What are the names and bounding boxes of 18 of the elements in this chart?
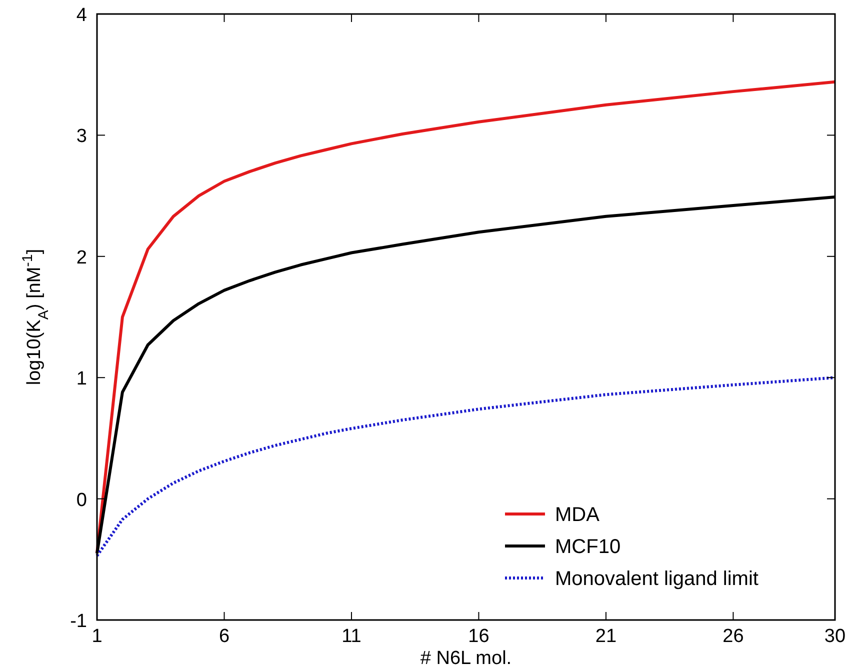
x-tick-label: 1 bbox=[92, 626, 102, 647]
line-series bbox=[96, 80, 836, 555]
legend-label: MDA bbox=[555, 504, 600, 526]
y-tick-label: -1 bbox=[70, 611, 87, 632]
y-tick-label: 2 bbox=[76, 247, 87, 268]
x-tick-label: 16 bbox=[468, 626, 490, 647]
y-tick-label: 1 bbox=[76, 368, 87, 390]
x-tick-label: 21 bbox=[595, 626, 617, 647]
legend-label: MCF10 bbox=[555, 536, 621, 558]
x-tick-label: 6 bbox=[218, 626, 230, 647]
x-axis-title: # N6L mol. bbox=[420, 648, 512, 668]
y-tick-label: 3 bbox=[76, 126, 87, 148]
x-tick-label: 11 bbox=[342, 626, 362, 647]
x-tick-label: 30 bbox=[824, 626, 846, 647]
y-tick-label: 0 bbox=[76, 490, 87, 511]
y-tick-label: 4 bbox=[76, 5, 88, 26]
x-tick-label: 26 bbox=[722, 626, 744, 647]
legend-label: Monovalent ligand limit bbox=[555, 568, 759, 590]
